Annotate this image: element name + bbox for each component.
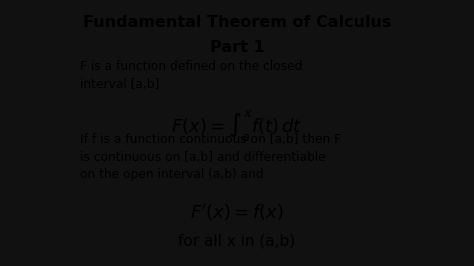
Text: F is a function defined on the closed
interval [a,b]: F is a function defined on the closed in…	[80, 60, 302, 91]
Text: Part 1: Part 1	[210, 40, 264, 56]
Text: Fundamental Theorem of Calculus: Fundamental Theorem of Calculus	[83, 15, 391, 31]
Text: for all x in (a,b): for all x in (a,b)	[178, 233, 296, 248]
Text: $F'(x) = f(x)$: $F'(x) = f(x)$	[190, 202, 284, 223]
Text: If f is a function continuous on [a,b] then F
is continuous on [a,b] and differe: If f is a function continuous on [a,b] t…	[80, 133, 341, 181]
Text: $F(x) = \int_{a}^{x} f(t)\, dt$: $F(x) = \int_{a}^{x} f(t)\, dt$	[171, 108, 303, 143]
